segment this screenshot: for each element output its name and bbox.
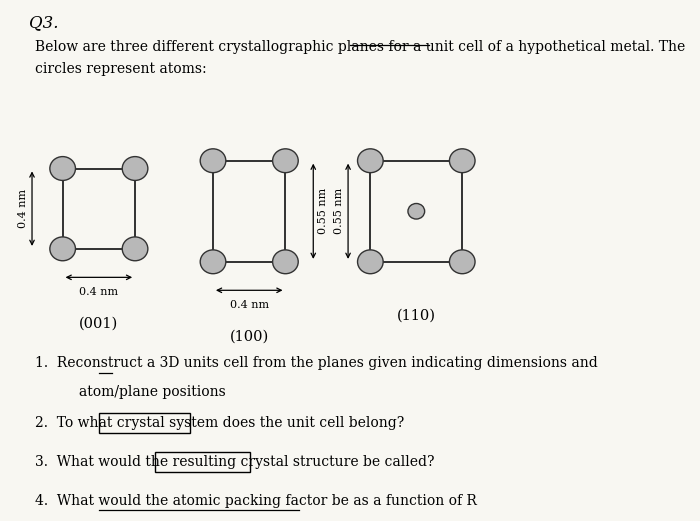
Text: 3.  What would the resulting crystal structure be called?: 3. What would the resulting crystal stru… — [35, 455, 434, 469]
Circle shape — [358, 250, 383, 274]
Circle shape — [358, 149, 383, 172]
Bar — [213, 161, 286, 262]
Circle shape — [50, 237, 76, 260]
Bar — [370, 161, 462, 262]
Circle shape — [200, 250, 226, 274]
Bar — [63, 168, 135, 249]
Circle shape — [272, 149, 298, 172]
Circle shape — [408, 204, 425, 219]
Text: circles represent atoms:: circles represent atoms: — [35, 62, 206, 76]
Text: (110): (110) — [397, 308, 436, 322]
Text: 0.55 nm: 0.55 nm — [318, 188, 328, 234]
Circle shape — [449, 149, 475, 172]
Text: 2.  To what crystal system does the unit cell belong?: 2. To what crystal system does the unit … — [35, 416, 404, 430]
Circle shape — [272, 250, 298, 274]
Text: Below are three different crystallographic planes for a unit cell of a hypotheti: Below are three different crystallograph… — [35, 40, 685, 54]
Text: 0.55 nm: 0.55 nm — [334, 188, 344, 234]
Text: (001): (001) — [79, 316, 118, 330]
Text: Q3.: Q3. — [29, 15, 59, 31]
Circle shape — [122, 157, 148, 180]
Circle shape — [449, 250, 475, 274]
Text: (100): (100) — [230, 329, 269, 343]
Bar — [155, 452, 251, 472]
Circle shape — [200, 149, 226, 172]
Circle shape — [50, 157, 76, 180]
Text: 1.  Reconstruct a 3D units cell from the planes given indicating dimensions and: 1. Reconstruct a 3D units cell from the … — [35, 356, 598, 370]
Text: 0.4 nm: 0.4 nm — [18, 189, 27, 228]
Text: 0.4 nm: 0.4 nm — [230, 300, 269, 309]
Text: 4.  What would the atomic packing factor be as a function of R: 4. What would the atomic packing factor … — [35, 494, 477, 507]
Bar — [99, 413, 190, 433]
Text: 0.4 nm: 0.4 nm — [79, 287, 118, 296]
Text: atom/plane positions: atom/plane positions — [57, 385, 226, 399]
Circle shape — [122, 237, 148, 260]
